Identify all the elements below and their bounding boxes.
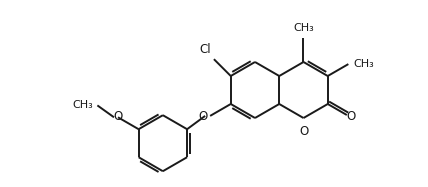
Text: CH₃: CH₃ xyxy=(354,59,374,69)
Text: CH₃: CH₃ xyxy=(73,100,93,110)
Text: Cl: Cl xyxy=(199,43,211,56)
Text: O: O xyxy=(347,110,356,122)
Text: CH₃: CH₃ xyxy=(293,23,314,33)
Text: O: O xyxy=(113,110,122,123)
Text: O: O xyxy=(198,110,207,123)
Text: O: O xyxy=(300,125,309,138)
